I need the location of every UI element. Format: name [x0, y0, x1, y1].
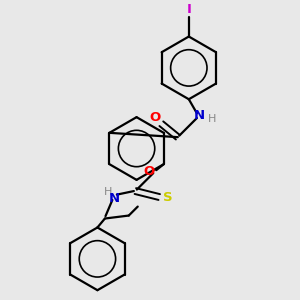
Text: H: H	[208, 114, 216, 124]
Text: N: N	[108, 192, 119, 205]
Text: N: N	[194, 109, 205, 122]
Text: S: S	[164, 190, 173, 203]
Text: H: H	[104, 187, 113, 197]
Text: O: O	[144, 165, 155, 178]
Text: O: O	[149, 111, 160, 124]
Text: I: I	[186, 3, 191, 16]
